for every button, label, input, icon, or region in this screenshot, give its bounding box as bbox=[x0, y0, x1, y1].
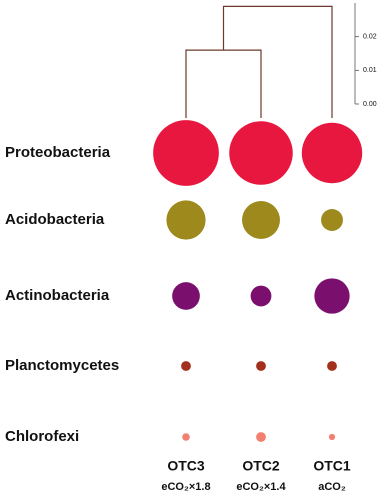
dendro-tick-label: 0.02 bbox=[363, 34, 377, 41]
column-label: OTC3 bbox=[167, 458, 205, 474]
row-label: Acidobacteria bbox=[5, 211, 105, 228]
bubble bbox=[328, 433, 336, 441]
row-label: Planctomycetes bbox=[5, 357, 119, 374]
bubble bbox=[256, 432, 266, 442]
row-label: Proteobacteria bbox=[5, 144, 111, 161]
bubble bbox=[321, 209, 343, 231]
column-label: OTC1 bbox=[313, 458, 351, 474]
bubble bbox=[314, 278, 350, 314]
dendro-tick-label: 0.01 bbox=[363, 67, 377, 74]
column-sublabel: aCO₂ bbox=[318, 481, 346, 493]
column-label: OTC2 bbox=[242, 458, 280, 474]
bubble bbox=[301, 122, 363, 184]
column-sublabel: eCO₂×1.4 bbox=[236, 481, 286, 493]
dendro-merge bbox=[222, 5, 333, 118]
bubble bbox=[256, 361, 266, 371]
dendro-merge bbox=[185, 49, 262, 118]
bubble bbox=[327, 361, 337, 371]
bubble bbox=[181, 361, 191, 371]
bubble bbox=[242, 201, 280, 239]
dendro-tick-label: 0.00 bbox=[363, 101, 377, 108]
column-sublabel: eCO₂×1.8 bbox=[161, 481, 210, 493]
bubble bbox=[153, 120, 219, 186]
bubble bbox=[250, 285, 272, 307]
bubble bbox=[172, 282, 200, 310]
row-label: Chlorofexi bbox=[5, 428, 79, 445]
row-label: Actinobacteria bbox=[5, 287, 110, 304]
bubble bbox=[229, 121, 293, 185]
bubble bbox=[166, 200, 206, 240]
bubble bbox=[182, 433, 190, 441]
